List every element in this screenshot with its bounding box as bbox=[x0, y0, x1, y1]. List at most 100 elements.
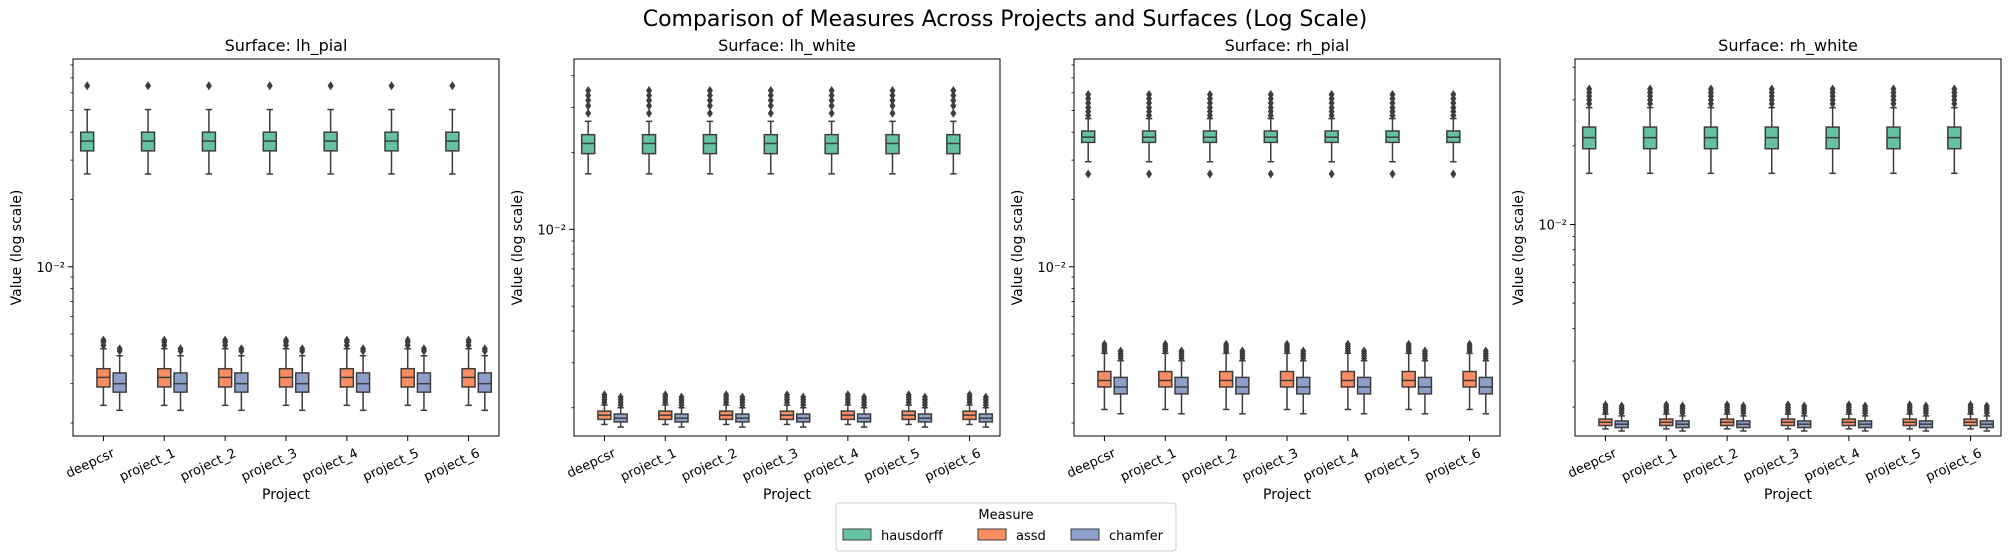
box-chamfer-project_2 bbox=[735, 392, 750, 428]
outlier-point bbox=[767, 101, 774, 111]
box-assd-project_6 bbox=[461, 335, 476, 407]
x-tick-label: project_3 bbox=[1240, 446, 1301, 485]
outlier-point bbox=[828, 85, 835, 95]
box-body bbox=[1113, 376, 1128, 395]
outlier-point bbox=[1162, 339, 1169, 349]
outlier-point bbox=[1707, 84, 1714, 94]
box-hausdorff-project_6 bbox=[1446, 89, 1461, 179]
outlier-point bbox=[222, 335, 229, 345]
outlier-point bbox=[1300, 346, 1307, 356]
legend-swatch-chamfer bbox=[1070, 528, 1100, 541]
box-hausdorff-project_1 bbox=[1141, 89, 1157, 179]
outlier-point bbox=[706, 90, 713, 100]
box-hausdorff-project_1 bbox=[140, 81, 156, 175]
outlier-point bbox=[100, 335, 107, 345]
outlier-point bbox=[1801, 401, 1808, 411]
box-chamfer-project_4 bbox=[355, 344, 371, 412]
box-chamfer-project_4 bbox=[1857, 401, 1873, 432]
outlier-point bbox=[1328, 169, 1335, 179]
box-hausdorff-deepcsr bbox=[580, 85, 596, 175]
outlier-point bbox=[1740, 401, 1747, 411]
outlier-point bbox=[1206, 89, 1213, 99]
box-chamfer-project_6 bbox=[978, 392, 994, 428]
outlier-point bbox=[889, 90, 896, 100]
box-assd-project_3 bbox=[278, 335, 294, 407]
outlier-point bbox=[1085, 169, 1092, 179]
outlier-point bbox=[1146, 89, 1153, 99]
x-tick-label: deepcsr bbox=[1065, 446, 1119, 482]
outlier-point bbox=[343, 335, 350, 345]
box-assd-project_6 bbox=[1963, 400, 1978, 430]
box-hausdorff-project_4 bbox=[824, 85, 839, 175]
x-tick-label: project_3 bbox=[1741, 446, 1802, 485]
box-assd-deepcsr bbox=[1598, 400, 1613, 430]
box-hausdorff-project_1 bbox=[1642, 84, 1658, 175]
outlier-point bbox=[800, 392, 807, 402]
outlier-point bbox=[1466, 339, 1473, 349]
outlier-point bbox=[299, 344, 306, 354]
outlier-point bbox=[844, 390, 851, 400]
box-hausdorff-project_6 bbox=[1947, 84, 1962, 175]
box-chamfer-deepcsr bbox=[1113, 346, 1128, 415]
box-assd-project_4 bbox=[1841, 400, 1857, 430]
x-tick-label: deepcsr bbox=[1566, 446, 1620, 482]
outlier-point bbox=[1284, 339, 1290, 349]
box-assd-project_6 bbox=[962, 390, 977, 426]
box-assd-project_1 bbox=[1659, 400, 1674, 430]
x-tick-label: project_2 bbox=[679, 446, 740, 485]
outlier-point bbox=[1267, 89, 1274, 99]
outlier-point bbox=[1239, 346, 1246, 356]
outlier-point bbox=[238, 344, 245, 354]
outlier-point bbox=[889, 108, 896, 118]
box-hausdorff-project_2 bbox=[702, 85, 718, 175]
box-body bbox=[1462, 370, 1477, 388]
box-assd-project_5 bbox=[901, 390, 916, 426]
outlier-point bbox=[1389, 169, 1396, 179]
outlier-point bbox=[585, 90, 592, 100]
outlier-point bbox=[767, 108, 774, 118]
x-tick-label: project_6 bbox=[923, 446, 984, 485]
box-assd-project_5 bbox=[1401, 339, 1416, 411]
x-tick-label: project_5 bbox=[862, 446, 923, 485]
outlier-point bbox=[1724, 400, 1731, 410]
outlier-point bbox=[481, 344, 488, 354]
box-assd-project_5 bbox=[1902, 400, 1917, 430]
box-hausdorff-project_3 bbox=[763, 85, 779, 175]
outlier-point bbox=[662, 390, 669, 400]
x-tick-label: project_3 bbox=[740, 446, 801, 485]
box-hausdorff-project_1 bbox=[641, 85, 657, 175]
box-body bbox=[1340, 370, 1356, 388]
y-tick-label: 10⁻² bbox=[36, 261, 65, 276]
outlier-point bbox=[828, 101, 835, 111]
outlier-point bbox=[1085, 103, 1092, 113]
outlier-point bbox=[828, 95, 835, 105]
outlier-point bbox=[177, 344, 184, 354]
outlier-point bbox=[1890, 84, 1897, 94]
box-chamfer-project_5 bbox=[917, 392, 933, 428]
outlier-point bbox=[646, 101, 653, 111]
box-body bbox=[173, 372, 188, 393]
outlier-point bbox=[828, 90, 835, 100]
box-chamfer-project_1 bbox=[173, 344, 188, 412]
outlier-point bbox=[706, 101, 713, 111]
x-axis-label: Project bbox=[262, 487, 310, 503]
x-tick-label: project_4 bbox=[300, 446, 361, 485]
outlier-point bbox=[950, 90, 957, 100]
x-tick-label: project_1 bbox=[618, 446, 679, 485]
outlier-point bbox=[1602, 400, 1609, 410]
box-chamfer-deepcsr bbox=[112, 344, 127, 412]
outlier-point bbox=[950, 95, 957, 105]
outlier-point bbox=[889, 85, 896, 95]
y-axis-label: Value (log scale) bbox=[1511, 190, 1527, 306]
box-body bbox=[294, 372, 310, 393]
x-tick-label: project_1 bbox=[1619, 446, 1680, 485]
x-tick-label: project_6 bbox=[422, 446, 483, 485]
outlier-point bbox=[161, 335, 168, 345]
outlier-point bbox=[601, 390, 608, 400]
outlier-point bbox=[420, 344, 427, 354]
outlier-point bbox=[388, 81, 395, 91]
outlier-point bbox=[1328, 103, 1335, 113]
